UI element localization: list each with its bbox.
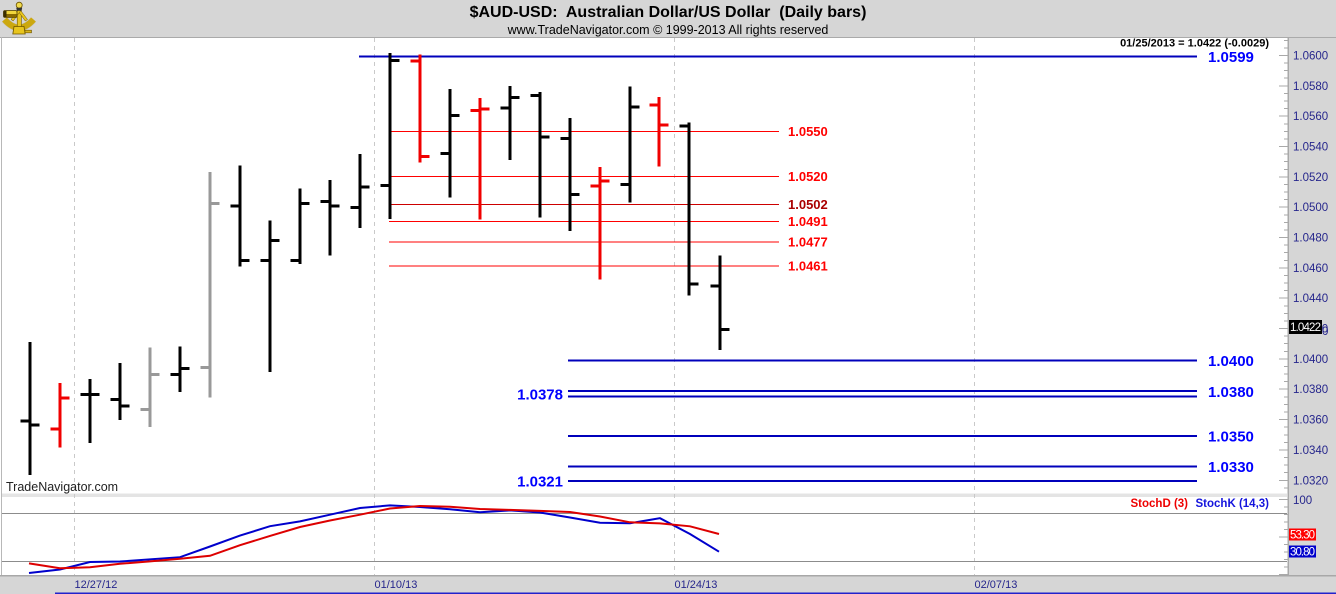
svg-text:1.0360: 1.0360 — [1293, 415, 1328, 427]
svg-text:$AUD-USD: Australian Dollar/U: $AUD-USD: Australian Dollar/US Dollar (D… — [470, 4, 867, 21]
svg-text:1.0320: 1.0320 — [1293, 475, 1328, 487]
svg-text:30.80: 30.80 — [1290, 547, 1315, 559]
svg-text:01/24/13: 01/24/13 — [675, 579, 718, 591]
svg-text:01/25/2013 = 1.0422 (-0.0029): 01/25/2013 = 1.0422 (-0.0029) — [1120, 38, 1269, 50]
svg-text:1.0378: 1.0378 — [517, 387, 563, 404]
svg-text:TradeNavigator.com: TradeNavigator.com — [6, 480, 118, 494]
svg-text:1.0380: 1.0380 — [1293, 384, 1328, 396]
svg-text:1.0502: 1.0502 — [788, 197, 828, 212]
svg-text:0: 0 — [1322, 326, 1328, 338]
svg-text:1.0350: 1.0350 — [1208, 429, 1254, 446]
svg-text:1.0540: 1.0540 — [1293, 142, 1328, 154]
svg-text:1.0580: 1.0580 — [1293, 81, 1328, 93]
svg-text:1.0599: 1.0599 — [1208, 49, 1254, 66]
svg-text:1.0400: 1.0400 — [1293, 354, 1328, 366]
svg-text:53.30: 53.30 — [1290, 530, 1315, 542]
svg-text:1.0440: 1.0440 — [1293, 293, 1328, 305]
svg-text:1.0461: 1.0461 — [788, 259, 828, 274]
svg-text:www.TradeNavigator.com © 1999-: www.TradeNavigator.com © 1999-2013 All r… — [507, 23, 829, 37]
svg-text:1.0491: 1.0491 — [788, 214, 828, 229]
svg-text:1.0380: 1.0380 — [1208, 384, 1254, 401]
svg-text:02/07/13: 02/07/13 — [975, 579, 1018, 591]
svg-text:1.0400: 1.0400 — [1208, 353, 1254, 370]
svg-text:1.0500: 1.0500 — [1293, 202, 1328, 214]
svg-text:1.0477: 1.0477 — [788, 235, 828, 250]
svg-text:StochK (14,3): StochK (14,3) — [1196, 498, 1270, 510]
svg-text:StochD (3): StochD (3) — [1131, 498, 1189, 510]
svg-text:1.0600: 1.0600 — [1293, 51, 1328, 63]
svg-text:1.0480: 1.0480 — [1293, 233, 1328, 245]
svg-text:1.0550: 1.0550 — [788, 124, 828, 139]
svg-text:1.0422: 1.0422 — [1290, 322, 1321, 334]
svg-text:1.0330: 1.0330 — [1208, 459, 1254, 476]
svg-text:1.0321: 1.0321 — [517, 474, 563, 491]
svg-text:01/10/13: 01/10/13 — [375, 579, 418, 591]
svg-text:1.0520: 1.0520 — [788, 169, 828, 184]
svg-text:1.0560: 1.0560 — [1293, 111, 1328, 123]
svg-text:1.0340: 1.0340 — [1293, 445, 1328, 457]
svg-text:1.0460: 1.0460 — [1293, 263, 1328, 275]
svg-text:12/27/12: 12/27/12 — [75, 579, 118, 591]
svg-text:100: 100 — [1293, 495, 1312, 507]
svg-text:1.0520: 1.0520 — [1293, 172, 1328, 184]
